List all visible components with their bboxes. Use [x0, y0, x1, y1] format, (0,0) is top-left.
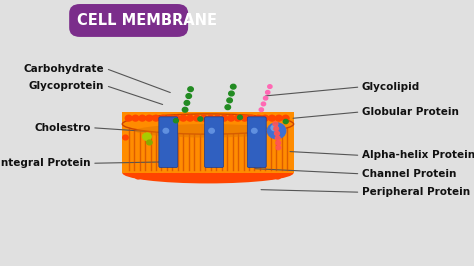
Circle shape [261, 174, 267, 179]
Circle shape [182, 107, 188, 112]
Circle shape [193, 115, 201, 121]
Circle shape [241, 174, 247, 179]
Circle shape [184, 101, 190, 105]
FancyBboxPatch shape [69, 4, 188, 37]
Circle shape [228, 115, 235, 121]
Text: Cholestro: Cholestro [34, 123, 91, 133]
Text: Alpha-helix Protein: Alpha-helix Protein [362, 150, 474, 160]
Circle shape [173, 115, 180, 121]
Circle shape [228, 174, 234, 179]
Circle shape [265, 90, 270, 94]
Circle shape [201, 115, 207, 121]
Circle shape [264, 96, 268, 100]
Circle shape [276, 146, 281, 150]
Circle shape [155, 174, 161, 179]
Text: Globular Protein: Globular Protein [362, 107, 459, 117]
Circle shape [261, 102, 265, 106]
Circle shape [235, 174, 241, 179]
Circle shape [237, 115, 242, 119]
Circle shape [283, 115, 289, 121]
Circle shape [125, 115, 132, 121]
Circle shape [195, 174, 201, 179]
Circle shape [259, 108, 264, 111]
Circle shape [248, 115, 255, 121]
Circle shape [153, 115, 159, 121]
Text: Peripheral Protein: Peripheral Protein [362, 187, 470, 197]
Circle shape [207, 115, 214, 121]
Circle shape [162, 174, 168, 179]
Circle shape [276, 141, 281, 145]
Circle shape [146, 140, 152, 145]
Circle shape [225, 105, 230, 110]
Text: Integral Protein: Integral Protein [0, 158, 91, 168]
FancyBboxPatch shape [159, 117, 178, 168]
Circle shape [273, 127, 279, 131]
Circle shape [201, 174, 208, 179]
Ellipse shape [135, 124, 281, 138]
Circle shape [275, 174, 281, 179]
Circle shape [123, 135, 128, 140]
Text: Carbohydrate: Carbohydrate [24, 64, 104, 73]
Circle shape [188, 174, 194, 179]
Circle shape [241, 115, 248, 121]
Text: Glycolipid: Glycolipid [362, 82, 420, 92]
Circle shape [132, 115, 139, 121]
Circle shape [166, 115, 173, 121]
Ellipse shape [122, 114, 293, 134]
FancyBboxPatch shape [205, 117, 224, 168]
Circle shape [142, 174, 148, 179]
Circle shape [275, 136, 280, 140]
Circle shape [146, 115, 153, 121]
Circle shape [221, 174, 228, 179]
Circle shape [275, 115, 282, 121]
Circle shape [209, 128, 214, 133]
Circle shape [271, 125, 278, 131]
Circle shape [274, 131, 279, 135]
Text: CELL MEMBRANE: CELL MEMBRANE [77, 13, 217, 28]
FancyBboxPatch shape [247, 117, 266, 168]
Circle shape [139, 115, 146, 121]
Circle shape [168, 174, 174, 179]
Circle shape [269, 115, 275, 121]
Circle shape [283, 119, 288, 124]
Circle shape [255, 174, 261, 179]
Circle shape [248, 174, 254, 179]
Circle shape [148, 174, 155, 179]
Circle shape [268, 174, 274, 179]
Circle shape [215, 174, 221, 179]
Circle shape [221, 115, 228, 121]
Ellipse shape [122, 162, 293, 184]
Circle shape [135, 174, 141, 179]
Circle shape [188, 87, 193, 92]
Circle shape [180, 115, 187, 121]
Circle shape [230, 84, 236, 89]
Circle shape [175, 174, 181, 179]
Circle shape [182, 174, 188, 179]
Circle shape [173, 119, 178, 123]
Circle shape [273, 122, 278, 126]
Circle shape [267, 123, 286, 139]
Circle shape [228, 91, 234, 96]
Text: Channel Protein: Channel Protein [362, 169, 456, 179]
Circle shape [214, 115, 221, 121]
Text: Glycoprotein: Glycoprotein [29, 81, 104, 91]
Bar [122, 112, 293, 173]
Circle shape [235, 115, 241, 121]
Circle shape [159, 115, 166, 121]
Circle shape [262, 115, 269, 121]
Circle shape [186, 94, 191, 98]
Circle shape [187, 115, 193, 121]
Circle shape [255, 115, 262, 121]
Circle shape [252, 128, 257, 133]
Circle shape [198, 117, 203, 121]
Circle shape [208, 174, 214, 179]
Circle shape [268, 85, 272, 88]
Circle shape [143, 133, 151, 140]
Circle shape [227, 98, 232, 103]
Circle shape [163, 128, 169, 133]
